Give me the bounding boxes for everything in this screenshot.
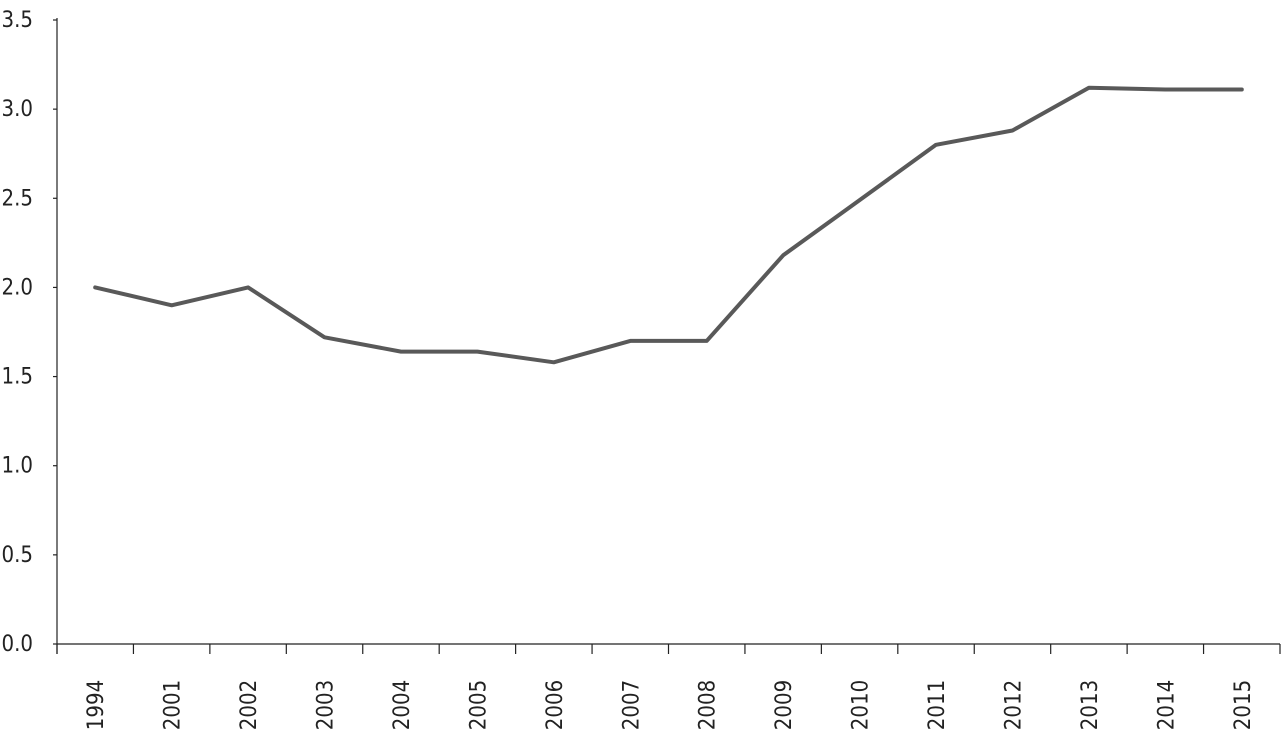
y-tick-label: 3.5 <box>2 8 33 33</box>
y-axis: 0.0 0.5 1.0 1.5 2.0 2.5 3.0 3.5 <box>2 8 58 657</box>
x-tick-label: 2015 <box>1231 680 1256 730</box>
x-tick-label: 2003 <box>314 680 339 730</box>
x-tick-label: 2011 <box>925 680 950 730</box>
x-tick-label: 2008 <box>696 680 721 730</box>
y-tick-label: 3.0 <box>2 97 33 122</box>
y-tick-label: 1.0 <box>2 454 33 479</box>
x-tick-label: 2005 <box>466 680 491 730</box>
y-tick-label: 0.0 <box>2 632 33 657</box>
y-tick-label: 1.5 <box>2 365 33 390</box>
y-tick-label: 2.0 <box>2 275 33 300</box>
series-line-0 <box>93 85 1244 365</box>
x-tick-label: 2004 <box>390 680 415 730</box>
y-tick-label: 2.5 <box>2 186 33 211</box>
x-tick-label: 2002 <box>237 680 262 730</box>
x-tick-label: 2012 <box>1001 680 1026 730</box>
series-group <box>93 85 1244 365</box>
x-tick-label: 2014 <box>1154 680 1179 730</box>
x-tick-label: 1994 <box>84 680 109 730</box>
x-tick-label: 2006 <box>543 680 568 730</box>
x-tick-label: 2009 <box>772 680 797 730</box>
y-tick-label: 0.5 <box>2 543 33 568</box>
x-tick-label: 2007 <box>619 680 644 730</box>
x-tick-label: 2013 <box>1078 680 1103 730</box>
x-tick-label: 2010 <box>849 680 874 730</box>
x-axis: 1994 2001 2002 2003 2004 2005 2006 2007 2008 2009… <box>56 643 1281 730</box>
x-tick-label: 2001 <box>161 680 186 730</box>
